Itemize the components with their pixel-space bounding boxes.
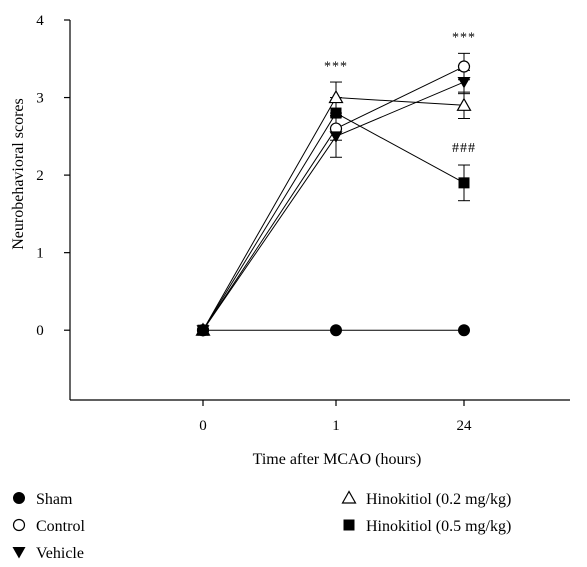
- legend-label: Hinokitiol (0.2 mg/kg): [366, 491, 511, 508]
- y-tick-label: 0: [36, 323, 44, 339]
- y-tick-label: 1: [36, 246, 44, 262]
- y-axis-label: Neurobehavioral scores: [10, 98, 27, 250]
- x-axis-label: Time after MCAO (hours): [253, 451, 422, 468]
- data-point: [330, 107, 342, 119]
- legend-marker: [13, 492, 25, 504]
- significance-annotation: ***: [324, 59, 348, 74]
- data-point: [328, 89, 344, 104]
- legend-marker: [343, 519, 355, 531]
- y-tick-label: 4: [36, 13, 44, 29]
- series-line: [202, 112, 465, 331]
- legend-marker: [341, 490, 357, 504]
- x-tick-label: 0: [199, 418, 207, 434]
- legend-marker: [12, 547, 26, 559]
- x-tick-label: 1: [332, 418, 340, 434]
- data-point: [457, 60, 471, 73]
- series-line: [202, 81, 465, 331]
- legend-label: Sham: [36, 491, 73, 508]
- x-tick-label: 24: [457, 418, 473, 434]
- legend-marker: [12, 518, 26, 532]
- legend-label: Vehicle: [36, 545, 84, 562]
- data-point: [457, 77, 471, 89]
- data-point: [330, 324, 342, 337]
- data-point: [456, 97, 472, 111]
- significance-annotation: ###: [452, 141, 476, 156]
- data-point: [329, 131, 343, 143]
- series-line: [202, 66, 465, 331]
- significance-annotation: ***: [452, 31, 476, 46]
- legend-label: Control: [36, 518, 85, 535]
- data-point: [458, 324, 470, 337]
- data-point: [197, 324, 209, 337]
- legend-label: Hinokitiol (0.5 mg/kg): [366, 518, 511, 535]
- data-point: [458, 177, 470, 189]
- y-tick-label: 2: [36, 168, 44, 184]
- y-tick-label: 3: [36, 91, 44, 107]
